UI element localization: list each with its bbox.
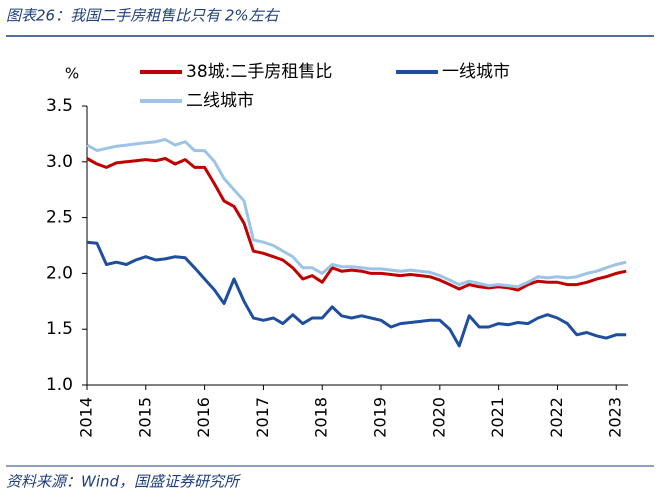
legend-label: 二线城市 [186, 91, 254, 111]
series-line [86, 157, 627, 292]
y-tick-label: 2.5 [46, 208, 73, 228]
x-tick-label: 2020 [429, 397, 448, 438]
series-line [86, 138, 627, 289]
y-tick-label: 3.5 [46, 96, 73, 116]
x-tick-label: 2014 [77, 397, 96, 438]
x-tick-label: 2019 [371, 397, 390, 438]
legend-label: 一线城市 [442, 62, 510, 82]
x-tick-label: 2017 [253, 397, 272, 438]
series-line [86, 240, 627, 348]
figure-title: 图表26：我国二手房租售比只有 2%左右 [6, 7, 281, 25]
y-tick-label: 2.0 [46, 263, 73, 283]
y-tick-label: 1.5 [46, 319, 73, 339]
y-axis-label: % [65, 65, 79, 83]
x-tick-label: 2015 [135, 397, 154, 438]
y-tick-label: 1.0 [46, 375, 73, 395]
x-tick-label: 2016 [194, 397, 213, 438]
legend-label: 38城:二手房租售比 [186, 62, 332, 82]
x-tick-label: 2021 [488, 397, 507, 438]
y-tick-label: 3.0 [46, 152, 73, 172]
x-tick-label: 2018 [312, 397, 331, 438]
x-tick-label: 2022 [547, 397, 566, 438]
source-note: 资料来源：Wind，国盛证券研究所 [6, 473, 241, 491]
x-tick-label: 2023 [606, 397, 625, 438]
